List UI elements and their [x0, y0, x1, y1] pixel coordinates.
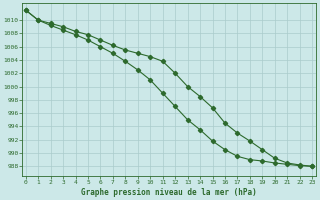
X-axis label: Graphe pression niveau de la mer (hPa): Graphe pression niveau de la mer (hPa): [81, 188, 257, 197]
